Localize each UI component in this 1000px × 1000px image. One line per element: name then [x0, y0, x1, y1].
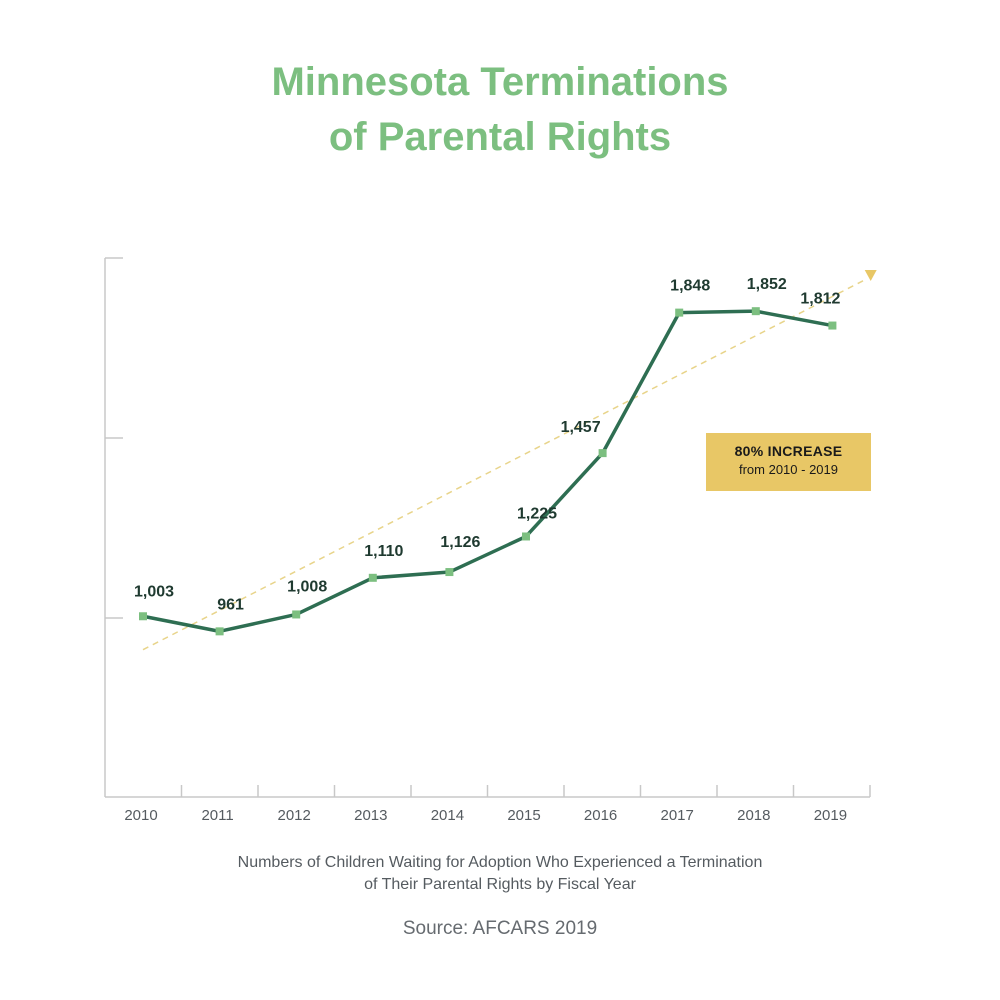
data-label-2019: 1,812	[800, 291, 840, 308]
x-tick-label-2018: 2018	[737, 807, 770, 824]
chart-subtitle-line-1: Numbers of Children Waiting for Adoption…	[237, 854, 763, 871]
data-label-2013: 1,110	[364, 543, 403, 560]
data-point-2016	[598, 449, 607, 458]
data-point-2010	[139, 612, 147, 621]
data-label-2011: 961	[217, 596, 244, 613]
chart-source: Source: AFCARS 2019	[402, 918, 598, 939]
callout-headline: 80% INCREASE	[734, 443, 843, 459]
data-label-2010: 1,003	[134, 583, 174, 600]
x-tick-label-2017: 2017	[661, 807, 694, 824]
trend-line	[142, 279, 866, 651]
data-label-2017: 1,848	[670, 278, 710, 295]
chart-title: Minnesota Terminations of Parental Right…	[0, 55, 1000, 165]
x-tick-label-2014: 2014	[431, 807, 464, 824]
chart-subtitle-line-2: of Their Parental Rights by Fiscal Year	[364, 876, 636, 893]
data-label-2012: 1,008	[287, 578, 327, 595]
data-label-2018: 1,852	[747, 276, 787, 293]
x-tick-label-2015: 2015	[507, 807, 540, 824]
chart-title-line-2: of Parental Rights	[328, 115, 672, 159]
data-point-2012	[292, 610, 301, 619]
data-label-2015: 1,225	[517, 505, 557, 522]
data-point-2014	[445, 568, 454, 577]
data-label-2016: 1,457	[561, 419, 601, 436]
chart-subtitle: Numbers of Children Waiting for Adoption…	[0, 852, 1000, 896]
data-point-2015	[522, 532, 530, 541]
chart-title-line-1: Minnesota Terminations	[271, 60, 729, 104]
series-line	[142, 309, 833, 634]
data-point-2013	[368, 573, 377, 582]
data-point-2017	[675, 308, 684, 317]
trend-arrow-icon	[864, 269, 877, 281]
data-label-2014: 1,126	[440, 534, 480, 551]
callout-detail: from 2010 - 2019	[738, 462, 838, 477]
data-point-2011	[215, 627, 224, 636]
x-tick-label-2016: 2016	[584, 807, 617, 824]
increase-callout: 80% INCREASE from 2010 - 2019	[706, 433, 871, 491]
x-tick-label-2010: 2010	[124, 807, 157, 824]
x-tick-label-2013: 2013	[354, 807, 387, 824]
x-tick-label-2011: 2011	[201, 807, 233, 824]
x-tick-label-2019: 2019	[814, 807, 847, 824]
data-point-2018	[751, 307, 760, 316]
x-tick-label-2012: 2012	[278, 807, 311, 824]
data-point-2019	[828, 321, 837, 330]
